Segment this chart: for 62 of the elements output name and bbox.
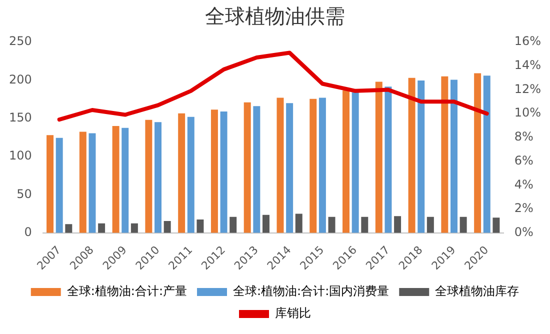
y2-tick-label: 4%	[514, 177, 534, 192]
y-tick-label: 200	[9, 72, 32, 86]
y2-tick-label: 12%	[514, 82, 541, 96]
bar	[210, 110, 218, 233]
bar	[196, 220, 204, 233]
bar	[130, 223, 138, 233]
bar	[244, 102, 251, 233]
y2-tick-label: 2%	[514, 201, 534, 216]
bar	[220, 111, 228, 233]
bar	[375, 82, 382, 233]
legend-label: 库销比	[275, 306, 311, 320]
bar	[46, 135, 54, 233]
bar	[145, 120, 152, 233]
y2-tick-label: 6%	[514, 153, 534, 168]
bar	[178, 113, 186, 233]
bar	[56, 138, 63, 233]
bar	[460, 216, 467, 233]
bar	[418, 80, 425, 233]
bar	[441, 76, 448, 233]
bar	[408, 78, 416, 233]
bar	[328, 216, 336, 233]
bar	[310, 98, 317, 233]
bar	[164, 221, 171, 233]
bar	[474, 73, 482, 233]
y2-tick-label: 10%	[514, 106, 541, 120]
bar	[295, 214, 302, 233]
bar	[342, 90, 350, 233]
bar	[88, 133, 96, 233]
bar	[154, 122, 162, 233]
bar	[112, 126, 120, 233]
y-tick-label: 50	[16, 186, 32, 201]
bar	[253, 106, 260, 233]
bar	[426, 216, 434, 233]
bar	[286, 103, 294, 233]
y2-tick-label: 0%	[514, 224, 534, 239]
bar	[361, 216, 368, 233]
bar	[318, 98, 326, 233]
legend-label: 全球:植物油:合计:国内消费量	[233, 284, 390, 298]
bar	[450, 80, 458, 233]
y2-tick-label: 8%	[514, 130, 534, 144]
y-tick-label: 150	[9, 110, 32, 124]
y-tick-label: 100	[9, 148, 32, 163]
y2-tick-label: 14%	[514, 58, 541, 72]
legend-label: 全球植物油库存	[435, 284, 520, 298]
y-tick-label: 0	[24, 224, 32, 239]
bar	[262, 214, 270, 233]
bar	[187, 116, 194, 233]
bar	[276, 98, 284, 233]
y-tick-label: 250	[9, 34, 32, 48]
bar	[122, 128, 129, 233]
bar	[483, 76, 490, 233]
y2-tick-label: 16%	[514, 34, 541, 48]
bar	[65, 224, 72, 233]
bar	[394, 216, 402, 233]
chart-title: 全球植物油供需	[205, 4, 345, 28]
bar	[384, 86, 392, 233]
bar	[98, 223, 106, 233]
bar	[230, 216, 237, 233]
bar	[352, 92, 359, 233]
bar	[492, 218, 500, 233]
legend-label: 全球:植物油:合计:产量	[66, 284, 188, 298]
bar	[79, 132, 86, 233]
